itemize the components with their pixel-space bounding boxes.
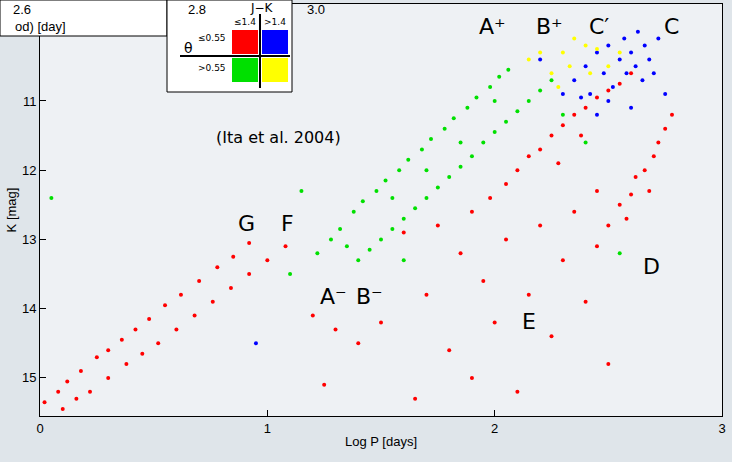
svg-text:>1.4: >1.4 <box>264 17 286 27</box>
svg-text:Log P [days]: Log P [days] <box>345 434 417 449</box>
svg-text:G: G <box>238 211 255 236</box>
svg-text:A⁻: A⁻ <box>320 284 347 309</box>
svg-text:C′: C′ <box>589 14 609 39</box>
svg-text:C: C <box>664 14 679 39</box>
svg-text:A⁺: A⁺ <box>479 14 506 39</box>
svg-text:2: 2 <box>491 421 498 436</box>
svg-text:2.8: 2.8 <box>188 2 206 17</box>
svg-text:F: F <box>281 211 294 236</box>
svg-text:0: 0 <box>36 421 43 436</box>
svg-text:>0.55: >0.55 <box>198 63 226 73</box>
svg-text:≤1.4: ≤1.4 <box>234 17 256 27</box>
svg-text:J−K: J−K <box>250 1 274 15</box>
svg-text:1: 1 <box>264 421 271 436</box>
svg-text:12: 12 <box>22 163 36 178</box>
svg-text:3.0: 3.0 <box>307 2 325 17</box>
svg-text:D: D <box>643 254 660 279</box>
svg-text:K [mag]: K [mag] <box>4 188 19 233</box>
svg-text:θ: θ <box>184 40 193 56</box>
svg-text:13: 13 <box>22 232 36 247</box>
svg-text:2.6: 2.6 <box>13 2 31 17</box>
svg-text:14: 14 <box>22 301 36 316</box>
svg-text:E: E <box>522 309 536 334</box>
svg-text:15: 15 <box>22 370 36 385</box>
svg-text:≤0.55: ≤0.55 <box>198 33 226 43</box>
svg-text:11: 11 <box>23 93 37 108</box>
svg-text:(Ita et al. 2004): (Ita et al. 2004) <box>216 128 341 147</box>
svg-text:od) [day]: od) [day] <box>15 19 66 34</box>
svg-text:B⁻: B⁻ <box>356 284 383 309</box>
svg-text:3: 3 <box>718 421 725 436</box>
svg-text:B⁺: B⁺ <box>536 14 563 39</box>
